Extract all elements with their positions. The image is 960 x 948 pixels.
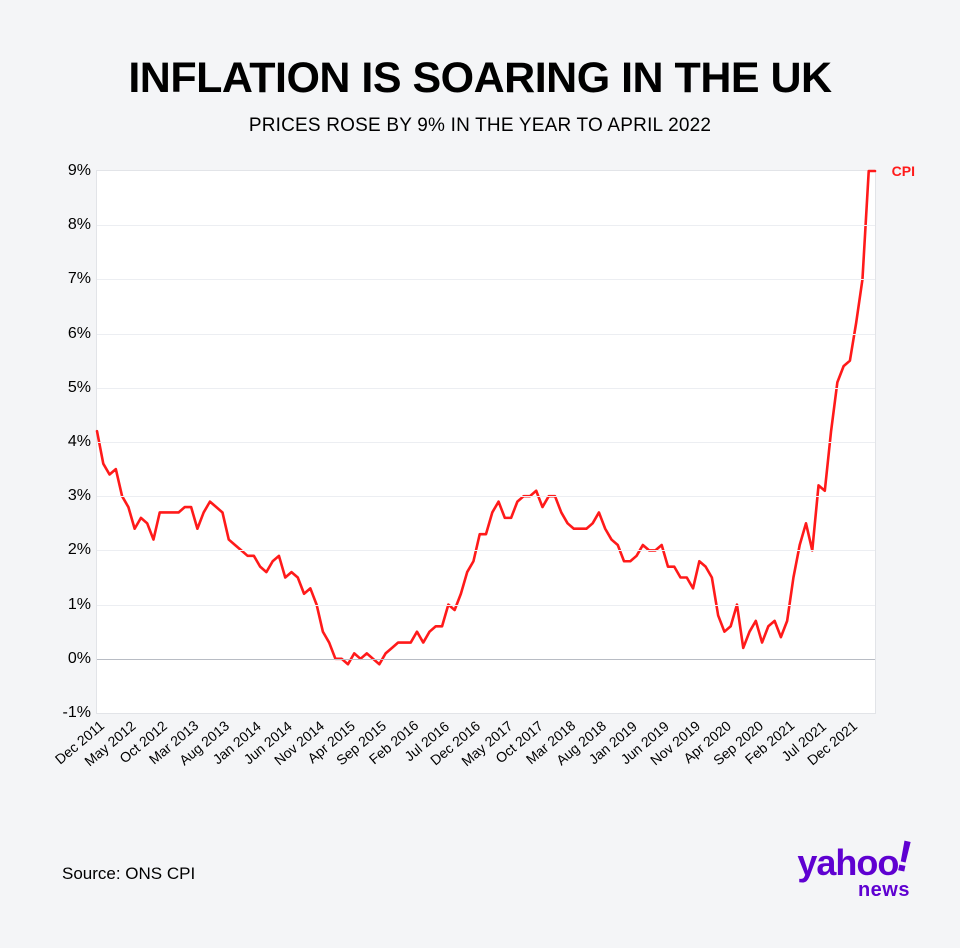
y-tick-label: 4% xyxy=(47,433,91,451)
y-tick-label: 0% xyxy=(47,650,91,668)
gridline xyxy=(97,550,875,551)
gridline xyxy=(97,225,875,226)
y-tick-label: 6% xyxy=(47,325,91,343)
zero-line xyxy=(97,659,875,660)
yahoo-news-logo: yahoo! news xyxy=(797,839,910,902)
source-text: Source: ONS CPI xyxy=(62,864,195,884)
gridline xyxy=(97,442,875,443)
y-tick-label: 7% xyxy=(47,270,91,288)
gridline xyxy=(97,334,875,335)
y-tick-label: -1% xyxy=(47,704,91,722)
chart-area: CPI -1%0%1%2%3%4%5%6%7%8%9% Dec 2011May … xyxy=(40,170,920,810)
chart-container: INFLATION IS SOARING IN THE UK PRICES RO… xyxy=(0,0,960,948)
y-tick-label: 8% xyxy=(47,216,91,234)
gridline xyxy=(97,388,875,389)
y-tick-label: 3% xyxy=(47,487,91,505)
chart-title: INFLATION IS SOARING IN THE UK xyxy=(0,0,960,101)
chart-subtitle: PRICES ROSE BY 9% IN THE YEAR TO APRIL 2… xyxy=(0,115,960,137)
y-tick-label: 2% xyxy=(47,541,91,559)
y-tick-label: 9% xyxy=(47,162,91,180)
gridline xyxy=(97,279,875,280)
x-axis-labels: Dec 2011May 2012Oct 2012Mar 2013Aug 2013… xyxy=(96,720,876,810)
logo-brand-text: yahoo xyxy=(797,842,898,883)
series-label-cpi: CPI xyxy=(892,163,915,179)
cpi-line xyxy=(97,171,875,664)
y-tick-label: 5% xyxy=(47,379,91,397)
gridline xyxy=(97,496,875,497)
y-tick-label: 1% xyxy=(47,596,91,614)
logo-brand: yahoo! xyxy=(797,839,910,883)
gridline xyxy=(97,605,875,606)
plot-area: CPI -1%0%1%2%3%4%5%6%7%8%9% xyxy=(96,170,876,714)
